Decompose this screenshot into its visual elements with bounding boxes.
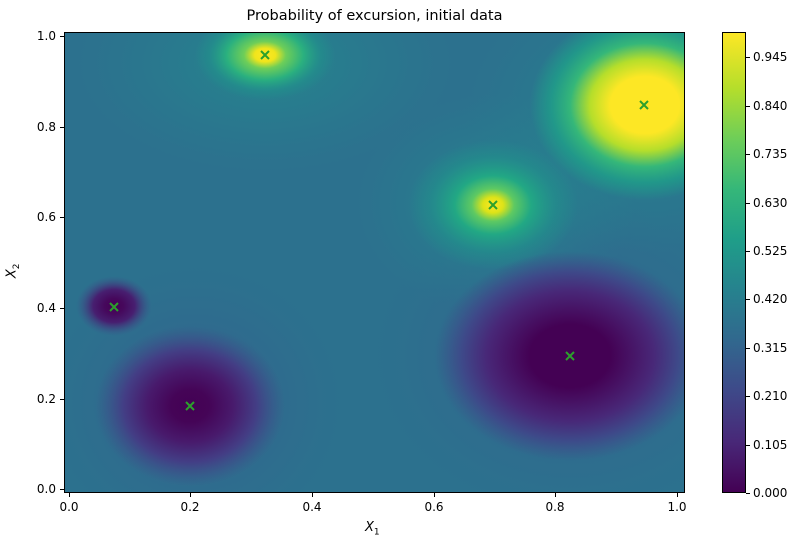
colorbar-tick-label: 0.420 xyxy=(753,292,788,306)
colorbar-tick xyxy=(746,106,750,107)
colorbar-tick-label: 0.840 xyxy=(753,99,788,113)
marker-x-icon xyxy=(639,100,649,110)
colorbar-tick xyxy=(746,396,750,397)
x-tick-label: 0.8 xyxy=(545,500,565,514)
marker-x-icon xyxy=(109,302,119,312)
x-axis-label-text: X xyxy=(365,520,374,535)
y-tick-label: 1.0 xyxy=(36,29,56,43)
y-tick-label: 0.4 xyxy=(36,301,56,315)
chart-title: Probability of excursion, initial data xyxy=(246,8,503,24)
y-axis-label: X2 xyxy=(5,263,23,278)
x-tick-label: 0.6 xyxy=(424,500,444,514)
colorbar-tick xyxy=(746,348,750,349)
colorbar-tick xyxy=(746,57,750,58)
x-tick xyxy=(190,493,191,497)
colorbar-tick xyxy=(746,251,750,252)
x-tick xyxy=(69,493,70,497)
y-tick xyxy=(60,36,64,37)
colorbar-tick xyxy=(746,445,750,446)
colorbar-tick xyxy=(746,203,750,204)
colorbar xyxy=(722,32,746,493)
x-tick xyxy=(677,493,678,497)
marker-x-icon xyxy=(260,50,270,60)
y-tick-label: 0.0 xyxy=(36,482,56,496)
y-axis-label-text: X xyxy=(4,269,20,279)
colorbar-tick-label: 0.210 xyxy=(753,389,788,403)
colorbar-tick-label: 0.525 xyxy=(753,244,788,258)
plot-area xyxy=(64,32,685,493)
marker-x-icon xyxy=(565,351,575,361)
y-tick xyxy=(60,489,64,490)
y-tick xyxy=(60,399,64,400)
colorbar-tick-label: 0.105 xyxy=(753,438,788,452)
y-tick-label: 0.2 xyxy=(36,392,56,406)
x-axis-label-subscript: 1 xyxy=(373,527,380,538)
heatmap-surface xyxy=(65,33,684,492)
y-tick xyxy=(60,127,64,128)
x-tick-label: 0.2 xyxy=(180,500,200,514)
x-axis-label: X1 xyxy=(365,520,380,538)
x-tick xyxy=(312,493,313,497)
x-tick-label: 0.4 xyxy=(302,500,322,514)
colorbar-tick-label: 0.315 xyxy=(753,341,788,355)
x-tick xyxy=(434,493,435,497)
colorbar-tick-label: 0.735 xyxy=(753,147,788,161)
x-tick-label: 0.0 xyxy=(59,500,79,514)
marker-x-icon xyxy=(488,200,498,210)
marker-x-icon xyxy=(185,401,195,411)
y-tick xyxy=(60,217,64,218)
colorbar-tick-label: 0.630 xyxy=(753,196,788,210)
y-tick-label: 0.8 xyxy=(36,120,56,134)
colorbar-tick xyxy=(746,493,750,494)
y-axis-label-subscript: 2 xyxy=(12,263,23,270)
data-markers xyxy=(109,50,649,411)
y-tick-label: 0.6 xyxy=(36,210,56,224)
y-tick xyxy=(60,308,64,309)
colorbar-tick-label: 0.000 xyxy=(753,486,788,500)
colorbar-tick xyxy=(746,154,750,155)
x-tick-label: 1.0 xyxy=(667,500,687,514)
x-tick xyxy=(555,493,556,497)
colorbar-tick xyxy=(746,299,750,300)
colorbar-tick-label: 0.945 xyxy=(753,50,788,64)
